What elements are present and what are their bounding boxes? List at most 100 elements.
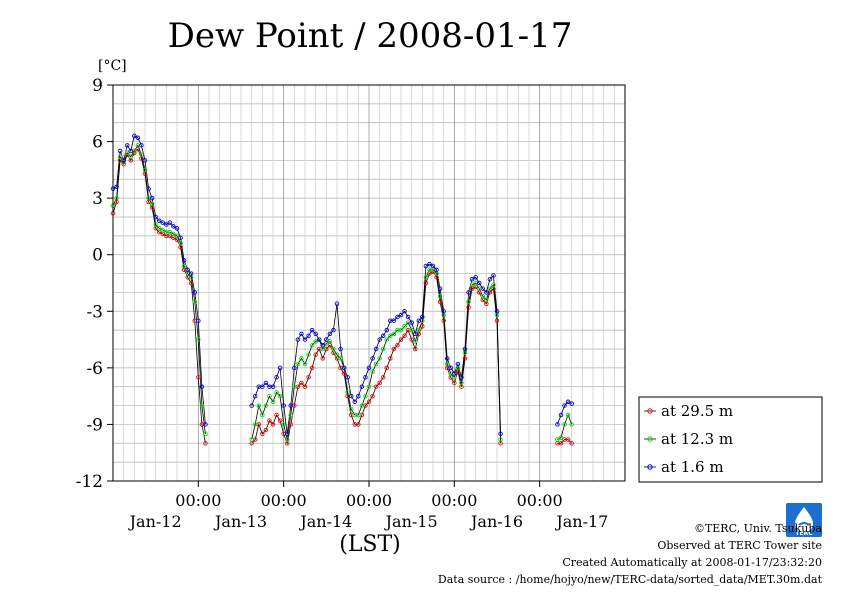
- data-point: [377, 356, 382, 361]
- data-point: [306, 333, 311, 339]
- data-point: [380, 333, 386, 339]
- data-point: [281, 422, 286, 427]
- y-tick-label: 9: [92, 76, 103, 96]
- data-point: [434, 267, 439, 273]
- data-point: [437, 293, 443, 299]
- data-point: [338, 346, 343, 352]
- data-point: [452, 380, 457, 386]
- data-point: [444, 356, 450, 361]
- data-point: [167, 229, 173, 235]
- data-point: [412, 331, 418, 337]
- data-point: [356, 393, 361, 399]
- data-point: [423, 263, 429, 269]
- data-point: [466, 305, 471, 310]
- x-tick-day-label: Jan-17: [554, 512, 608, 531]
- y-tick-label: 3: [92, 189, 103, 209]
- x-tick-day-label: Jan-16: [469, 512, 523, 531]
- data-point: [260, 384, 265, 389]
- data-point: [391, 346, 397, 352]
- data-point: [352, 399, 358, 405]
- data-point: [313, 339, 318, 344]
- x-tick-time-label: 00:00: [517, 491, 563, 510]
- data-point: [196, 375, 201, 380]
- legend-label: at 1.6 m: [661, 458, 724, 476]
- data-point: [121, 160, 126, 165]
- data-point: [192, 299, 198, 305]
- footer-created: Created Automatically at 2008-01-17/23:3…: [562, 556, 822, 569]
- footer-copyright: ©TERC, Univ. Tsukuba: [694, 522, 822, 535]
- data-point: [377, 380, 382, 386]
- data-point: [139, 143, 144, 148]
- data-point: [302, 337, 308, 342]
- data-point: [391, 331, 397, 337]
- data-point: [156, 226, 162, 231]
- legend-marker: [647, 436, 653, 442]
- data-point: [302, 384, 308, 389]
- chart-title: Dew Point / 2008-01-17: [168, 16, 573, 56]
- y-tick-label: -6: [86, 359, 103, 379]
- data-point: [331, 327, 336, 333]
- data-point: [380, 346, 386, 352]
- data-point: [295, 337, 301, 342]
- data-point: [373, 346, 379, 352]
- data-point: [171, 231, 176, 237]
- data-point: [299, 331, 304, 337]
- data-point: [160, 220, 166, 225]
- data-point: [498, 431, 503, 437]
- data-point: [306, 352, 311, 357]
- data-point: [466, 290, 471, 295]
- data-point: [199, 384, 205, 389]
- data-point: [199, 403, 205, 408]
- data-point: [178, 235, 183, 240]
- data-point: [299, 380, 304, 386]
- data-point: [405, 314, 411, 320]
- data-point: [181, 258, 187, 263]
- data-point: [366, 384, 372, 389]
- data-point: [274, 375, 279, 380]
- data-point: [448, 365, 454, 371]
- data-point: [469, 276, 475, 282]
- data-point: [117, 154, 123, 159]
- data-point: [320, 356, 326, 361]
- data-point: [565, 412, 571, 418]
- data-point: [121, 158, 126, 163]
- data-point: [441, 309, 446, 314]
- data-point: [370, 393, 375, 399]
- data-point: [338, 356, 343, 361]
- data-point: [292, 365, 297, 371]
- data-point: [149, 201, 155, 207]
- data-point: [188, 271, 194, 276]
- data-point: [416, 327, 422, 333]
- data-point: [164, 222, 169, 227]
- data-point: [277, 393, 283, 399]
- data-point: [203, 441, 208, 446]
- data-point: [345, 375, 350, 380]
- data-point: [398, 312, 404, 318]
- data-point: [345, 390, 350, 395]
- data-point: [281, 403, 286, 408]
- data-point: [274, 412, 279, 418]
- data-point: [196, 318, 201, 323]
- data-point: [462, 346, 468, 352]
- data-point: [260, 431, 265, 437]
- data-point: [409, 320, 414, 325]
- data-point: [263, 403, 269, 408]
- legend-box: [638, 396, 823, 483]
- data-point: [366, 399, 372, 405]
- data-point: [313, 331, 318, 337]
- data-point: [306, 375, 311, 380]
- data-point: [359, 384, 365, 389]
- data-point: [288, 422, 294, 427]
- water-drop-icon: [795, 507, 813, 532]
- data-point: [341, 371, 347, 376]
- data-point: [252, 422, 258, 427]
- data-point: [569, 422, 574, 427]
- footer-source: Data source : /home/hojyo/new/TERC-data/…: [438, 573, 823, 586]
- data-point: [153, 222, 158, 227]
- legend: at 29.5 m at 12.3 m at 1.6 m: [638, 396, 823, 483]
- data-point: [409, 337, 414, 342]
- x-tick-time-label: 00:00: [261, 491, 307, 510]
- data-point: [196, 337, 201, 342]
- data-point: [114, 195, 119, 201]
